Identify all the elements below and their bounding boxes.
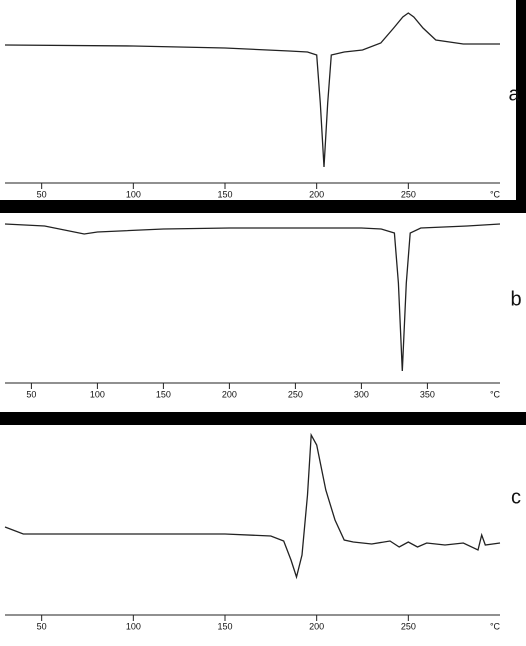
curve <box>4 12 500 168</box>
curve <box>4 432 501 580</box>
panel-bg <box>0 213 526 412</box>
panel-bg <box>0 0 516 200</box>
panel-label: c <box>511 486 521 508</box>
x-tick-label: 200 <box>222 389 237 399</box>
x-tick-label: 150 <box>217 189 232 199</box>
x-tick-label: 200 <box>309 621 324 631</box>
x-tick-label: 350 <box>420 389 435 399</box>
panel-label: a <box>508 83 520 105</box>
x-tick-label: 250 <box>401 189 416 199</box>
panel-label: b <box>510 288 521 310</box>
x-tick-label: 50 <box>37 621 47 631</box>
x-tick-label: 150 <box>156 389 171 399</box>
x-axis-unit: °C <box>490 389 501 399</box>
x-tick-label: 100 <box>126 189 141 199</box>
x-tick-label: 50 <box>26 389 36 399</box>
x-axis-unit: °C <box>490 621 501 631</box>
x-tick-label: 300 <box>354 389 369 399</box>
x-axis-unit: °C <box>490 189 501 199</box>
x-tick-label: 250 <box>288 389 303 399</box>
x-tick-label: 100 <box>90 389 105 399</box>
x-tick-label: 50 <box>37 189 47 199</box>
x-tick-label: 100 <box>126 621 141 631</box>
curve <box>4 223 501 372</box>
x-tick-label: 150 <box>217 621 232 631</box>
x-tick-label: 250 <box>401 621 416 631</box>
x-tick-label: 200 <box>309 189 324 199</box>
